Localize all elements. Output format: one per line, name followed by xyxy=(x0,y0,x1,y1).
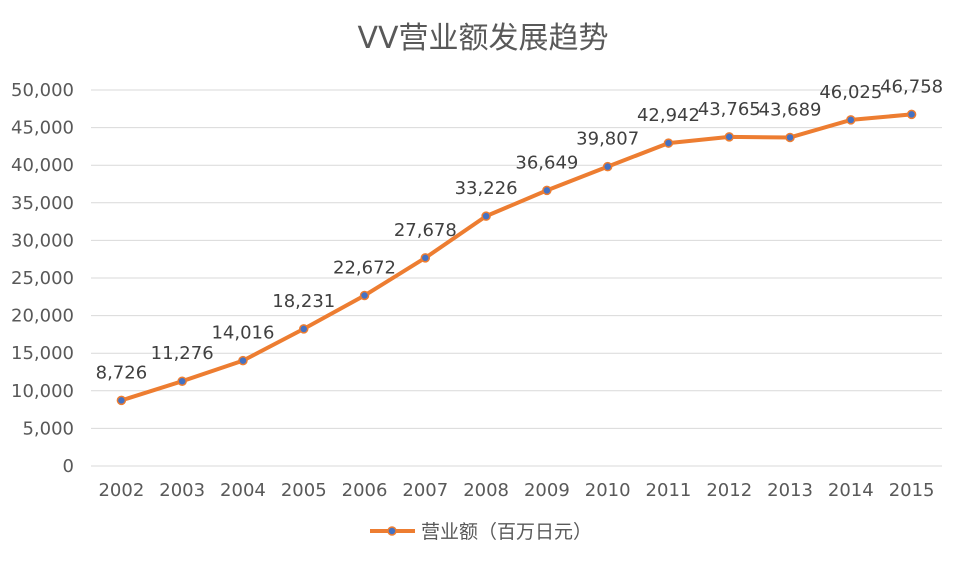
x-tick-label: 2006 xyxy=(342,480,388,501)
x-tick-label: 2007 xyxy=(402,480,448,501)
y-tick-label: 30,000 xyxy=(11,230,74,251)
data-label: 42,942 xyxy=(637,105,700,126)
y-tick-label: 10,000 xyxy=(11,381,74,402)
series-line xyxy=(116,109,917,406)
data-point xyxy=(663,138,674,148)
x-tick-label: 2008 xyxy=(463,480,509,501)
x-tick-label: 2011 xyxy=(646,480,692,501)
y-tick-label: 20,000 xyxy=(11,306,74,327)
x-tick-label: 2009 xyxy=(524,480,570,501)
data-label: 8,726 xyxy=(96,362,148,383)
legend-marker-swatch xyxy=(387,526,397,536)
data-label: 46,758 xyxy=(880,76,943,97)
data-point xyxy=(359,290,370,301)
y-tick-label: 15,000 xyxy=(11,343,74,364)
y-axis-ticks: 0 5,000 10,000 15,000 20,000 25,000 30,000 35,0… xyxy=(11,80,74,477)
x-tick-label: 2005 xyxy=(281,480,327,501)
data-point xyxy=(542,185,552,196)
y-tick-label: 45,000 xyxy=(11,118,74,139)
chart-title: VV营业额发展趋势 xyxy=(357,21,608,56)
y-tick-label: 0 xyxy=(63,456,74,477)
data-point xyxy=(116,395,127,406)
x-tick-label: 2003 xyxy=(159,480,205,501)
data-label: 18,231 xyxy=(272,291,335,312)
data-point xyxy=(785,132,795,143)
series-polyline xyxy=(119,112,914,403)
legend: 营业额（百万日元） xyxy=(370,521,592,543)
x-tick-label: 2010 xyxy=(585,480,631,501)
data-label: 36,649 xyxy=(515,152,578,173)
data-label: 39,807 xyxy=(576,129,639,150)
data-label: 43,765 xyxy=(698,99,761,120)
x-tick-label: 2012 xyxy=(706,480,752,501)
data-point xyxy=(420,253,431,263)
data-point xyxy=(481,211,491,221)
data-point xyxy=(602,161,613,172)
x-axis-ticks: 2002 2003 2004 2005 2006 2007 2008 2009 2010 2011… xyxy=(98,480,934,501)
data-point xyxy=(299,324,309,334)
gridlines xyxy=(91,89,942,467)
data-point xyxy=(846,115,856,125)
data-point xyxy=(906,109,917,120)
data-point xyxy=(177,376,187,386)
data-label: 27,678 xyxy=(394,220,457,241)
data-label: 14,016 xyxy=(211,323,274,344)
legend-label: 营业额（百万日元） xyxy=(421,521,592,543)
data-label: 46,025 xyxy=(819,82,882,103)
x-tick-label: 2013 xyxy=(767,480,813,501)
x-tick-label: 2015 xyxy=(889,480,935,501)
y-tick-label: 50,000 xyxy=(11,80,74,101)
data-label: 33,226 xyxy=(455,178,518,199)
x-tick-label: 2004 xyxy=(220,480,266,501)
data-label: 22,672 xyxy=(333,258,396,279)
x-tick-label: 2002 xyxy=(98,480,144,501)
y-tick-label: 25,000 xyxy=(11,268,74,289)
x-tick-label: 2014 xyxy=(828,480,874,501)
y-tick-label: 40,000 xyxy=(11,155,74,176)
data-label: 11,276 xyxy=(151,343,214,364)
data-point xyxy=(238,355,248,366)
y-tick-label: 5,000 xyxy=(22,418,74,439)
y-tick-label: 35,000 xyxy=(11,193,74,214)
data-label: 43,689 xyxy=(759,99,822,120)
data-point xyxy=(724,132,734,142)
